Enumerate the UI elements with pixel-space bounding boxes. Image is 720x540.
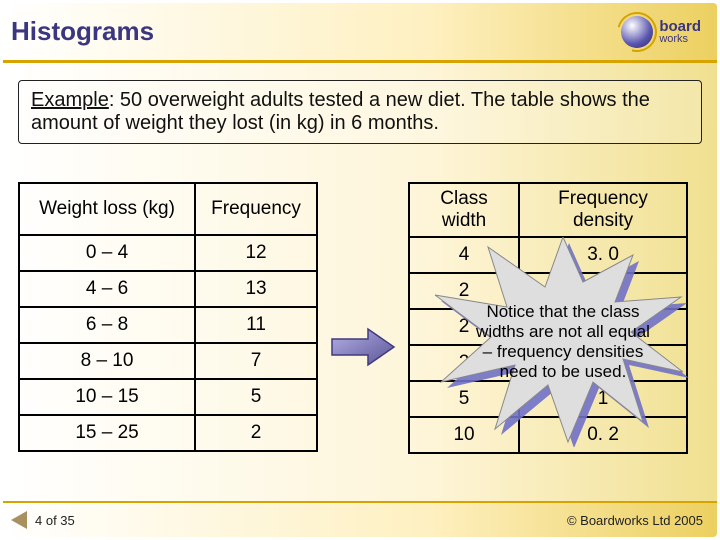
table-row: 10 – 155 xyxy=(19,379,317,415)
table-row: 4 – 613 xyxy=(19,271,317,307)
table-row: Weight loss (kg) Frequency xyxy=(19,183,317,235)
copyright-text: © Boardworks Ltd 2005 xyxy=(567,513,703,528)
callout-text: Notice that the class widths are not all… xyxy=(473,302,653,382)
example-label: Example xyxy=(31,89,109,111)
table-row: 15 – 252 xyxy=(19,415,317,451)
table-weight-frequency: Weight loss (kg) Frequency 0 – 412 4 – 6… xyxy=(18,182,318,452)
chevron-left-icon xyxy=(11,511,27,529)
table-row: 0 – 412 xyxy=(19,235,317,271)
prev-button[interactable]: 4 of 35 xyxy=(11,511,75,529)
slide-title: Histograms xyxy=(11,16,154,47)
table-row: 6 – 811 xyxy=(19,307,317,343)
col-header-classwidth: Class width xyxy=(409,183,519,237)
col-header-frequency: Frequency xyxy=(195,183,317,235)
col-header-density: Frequency density xyxy=(519,183,687,237)
col-header-weight: Weight loss (kg) xyxy=(19,183,195,235)
example-box: Example: 50 overweight adults tested a n… xyxy=(18,80,702,144)
logo-text-bottom: works xyxy=(659,34,701,45)
table-row: Class width Frequency density xyxy=(409,183,687,237)
arrow-icon xyxy=(328,322,398,372)
brand-logo: board works xyxy=(621,16,701,48)
callout-burst: Notice that the class widths are not all… xyxy=(433,237,693,447)
table-row: 8 – 107 xyxy=(19,343,317,379)
title-bar: Histograms board works xyxy=(3,3,717,63)
tables-area: Weight loss (kg) Frequency 0 – 412 4 – 6… xyxy=(18,182,702,480)
logo-icon xyxy=(621,16,653,48)
logo-text-top: board xyxy=(659,19,701,34)
page-indicator: 4 of 35 xyxy=(35,513,75,528)
footer-bar: 4 of 35 © Boardworks Ltd 2005 xyxy=(3,501,717,537)
example-text: : 50 overweight adults tested a new diet… xyxy=(31,89,650,134)
